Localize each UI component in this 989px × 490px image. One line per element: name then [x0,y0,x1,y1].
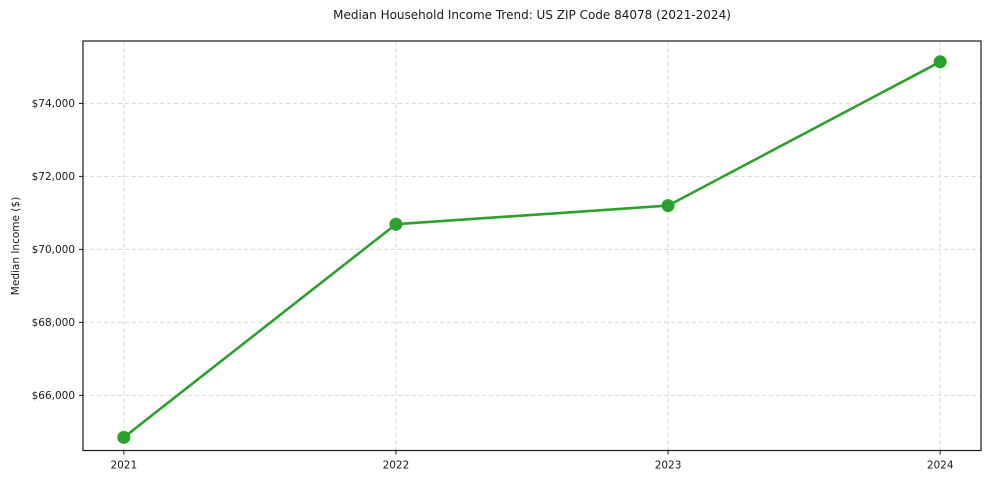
data-point-2024 [933,55,947,69]
data-point-2023 [661,199,675,213]
data-point-2022 [389,217,403,231]
plot-border [82,40,982,452]
y-tick-label: $74,000 [32,98,75,110]
y-tick-label: $66,000 [32,390,75,402]
x-tick-label: 2024 [927,460,954,472]
x-tick-label: 2023 [655,460,682,472]
x-tick-label: 2022 [383,460,410,472]
x-tick-label: 2021 [110,460,137,472]
y-tick-label: $72,000 [32,171,75,183]
y-axis-title: Median Income ($) [10,196,22,296]
chart-title: Median Household Income Trend: US ZIP Co… [333,8,731,22]
y-tick-label: $70,000 [32,244,75,256]
data-point-2021 [117,430,131,444]
income-trend-line [122,60,942,439]
y-tick-label: $68,000 [32,317,75,329]
